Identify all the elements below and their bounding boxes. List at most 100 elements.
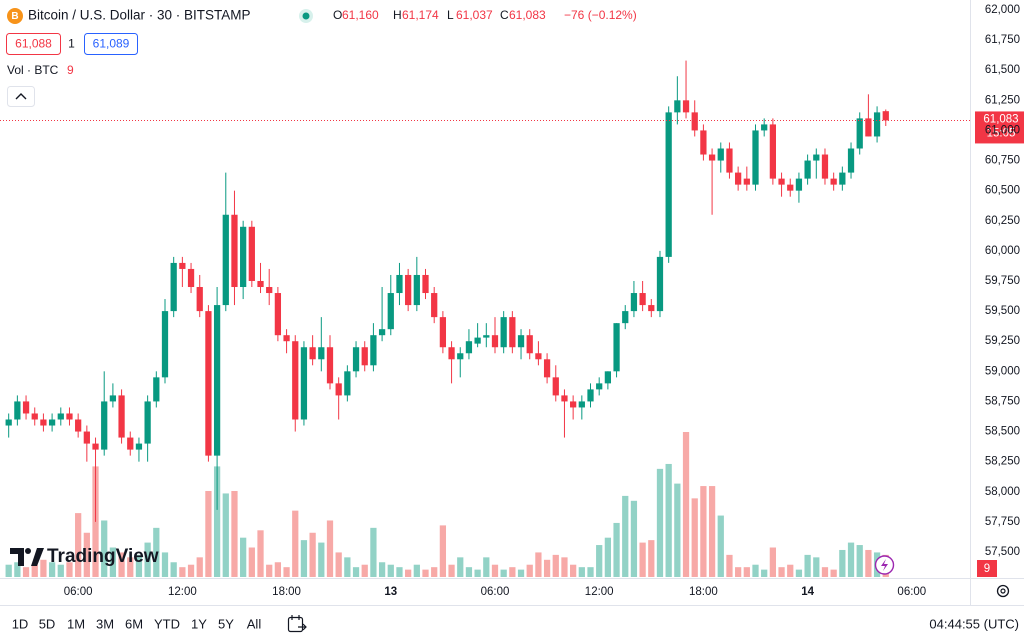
volume-bar: [613, 522, 620, 577]
volume-bar: [761, 569, 768, 577]
gear-ring: [996, 584, 1010, 598]
volume-bar: [161, 552, 169, 577]
candle-body: [735, 172, 742, 185]
candle-body: [396, 274, 403, 294]
candle-body: [257, 280, 264, 288]
candle-body: [804, 160, 811, 179]
volume-bar: [5, 564, 12, 577]
chevron-up: [15, 93, 27, 100]
range-button[interactable]: YTD: [154, 616, 180, 631]
volume-tag-box: [977, 560, 997, 577]
x-tick-label: 14: [801, 586, 814, 598]
candle-body: [161, 311, 169, 378]
candle-body: [787, 184, 794, 191]
x-tick-label: 18:00: [272, 586, 301, 598]
candle-body: [761, 124, 768, 131]
candle-body: [439, 317, 447, 348]
volume-bar: [144, 542, 151, 577]
logo-mark-dot: [25, 548, 31, 554]
y-tick-label: 60,000: [985, 245, 1020, 257]
volume-bar: [283, 567, 290, 577]
ohlc-key: H: [393, 8, 402, 22]
candle-body: [457, 353, 464, 360]
range-button[interactable]: 5Y: [218, 616, 234, 631]
candle-body: [248, 226, 255, 281]
y-tick-label: 62,000: [985, 4, 1020, 16]
volume-bar: [170, 562, 177, 577]
y-tick-label: 58,000: [985, 486, 1020, 498]
volume-bar: [639, 542, 646, 577]
volume-legend-label: Vol · BTC: [7, 63, 59, 77]
x-tick-label: 06:00: [897, 586, 926, 598]
volume-bar: [491, 564, 499, 577]
candle-body: [57, 413, 64, 420]
bitcoin-glyph: B: [11, 11, 18, 22]
ohlc-legend: O 61,160 H 61,174 L 61,037 C 61,083: [333, 8, 546, 22]
candle-body: [830, 178, 837, 185]
volume-bar: [552, 554, 559, 577]
collapse-button[interactable]: [7, 86, 35, 107]
volume-bar: [526, 564, 533, 577]
date-range-icon[interactable]: [287, 615, 307, 633]
candle-body: [543, 359, 551, 378]
bid-box[interactable]: [6, 33, 61, 55]
bitcoin-icon: [7, 8, 23, 24]
volume-bar: [274, 562, 282, 577]
volume-bar: [465, 567, 473, 577]
symbol-title: Bitcoin / U.S. Dollar · 30 · BITSTAMP: [28, 8, 251, 23]
range-button[interactable]: All: [247, 616, 262, 631]
candle-body: [769, 124, 776, 179]
range-button[interactable]: 3M: [96, 616, 114, 631]
volume-bar: [57, 564, 64, 577]
candle-body: [318, 347, 325, 360]
range-button[interactable]: 1M: [67, 616, 85, 631]
volume-bar: [101, 520, 108, 577]
volume-bar: [708, 486, 716, 577]
volume-bar: [804, 554, 811, 577]
candle-body: [865, 118, 872, 137]
volume-bar: [656, 468, 664, 577]
volume-bar: [40, 559, 47, 577]
volume-bar: [378, 562, 386, 577]
y-tick-label: 61,250: [985, 94, 1020, 106]
candle-body: [448, 347, 455, 360]
volume-bar: [118, 552, 125, 577]
ask-box[interactable]: [84, 33, 138, 55]
candle-body: [708, 154, 716, 161]
range-button[interactable]: 6M: [125, 616, 143, 631]
volume-bar: [370, 527, 377, 577]
volume-bar: [431, 567, 438, 577]
settings-icon[interactable]: [996, 584, 1010, 598]
volume-bar: [231, 490, 238, 577]
candle-body: [639, 293, 646, 306]
toolbar: 1D 5D 1M 3M 6M YTD 1Y 5Y All: [12, 616, 262, 631]
volume-bar: [396, 567, 403, 577]
candle-body: [222, 214, 229, 306]
y-tick-label: 59,500: [985, 305, 1020, 317]
range-button[interactable]: 5D: [39, 616, 56, 631]
candle-body: [882, 111, 889, 121]
volume-bar: [787, 564, 794, 577]
candle-body: [361, 347, 368, 366]
candle-body: [578, 401, 585, 408]
candle-body: [326, 347, 334, 384]
range-button[interactable]: 1D: [12, 616, 29, 631]
candle-body: [622, 311, 629, 324]
candle-body: [92, 443, 99, 450]
y-tick-label: 59,750: [985, 275, 1020, 287]
volume-bar: [213, 466, 221, 577]
y-tick-label: 60,500: [985, 185, 1020, 197]
candle-body: [283, 335, 290, 342]
range-button[interactable]: 1Y: [191, 616, 207, 631]
candle-body: [856, 118, 863, 149]
candle-body: [587, 389, 594, 402]
volume-bar: [865, 549, 872, 577]
volume-bar: [509, 567, 516, 577]
volume-bar: [795, 569, 803, 577]
candle-body: [839, 172, 846, 185]
candle-body: [309, 347, 316, 360]
calendar: [287, 616, 304, 633]
x-tick-label: 12:00: [168, 586, 197, 598]
volume-legend-value: 9: [67, 63, 74, 77]
candle-body: [656, 256, 664, 312]
